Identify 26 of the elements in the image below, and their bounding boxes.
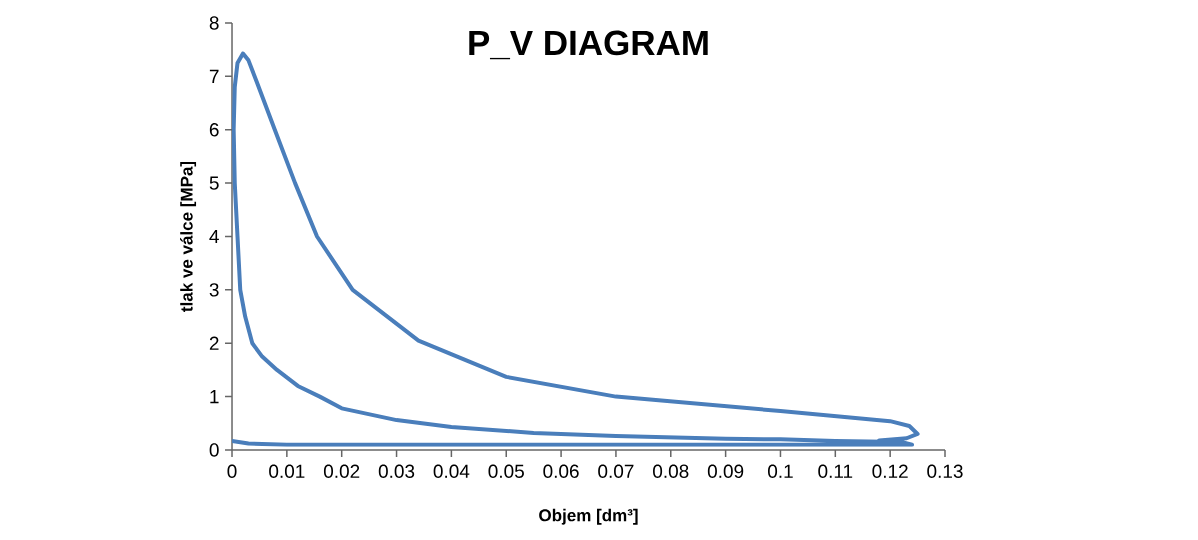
x-tick-label: 0.12 [872, 464, 908, 478]
x-tick-label: 0.01 [269, 464, 305, 478]
y-axis-title: tlak ve válce [MPa] [180, 161, 197, 312]
y-tick-label: 0 [209, 443, 219, 457]
y-tick-label: 1 [210, 390, 219, 404]
x-tick-label: 0.11 [818, 464, 853, 478]
x-tick-label: 0.02 [323, 464, 360, 478]
y-tick-label: 8 [209, 16, 219, 30]
y-tick-label: 2 [209, 336, 219, 350]
y-tick-label: 6 [209, 123, 219, 137]
x-tick-label: 0.05 [488, 464, 524, 478]
x-tick-label: 0.03 [378, 464, 415, 478]
x-tick-label: 0.08 [653, 464, 689, 478]
y-tick-label: 3 [209, 283, 219, 297]
x-tick-label: 0.04 [433, 464, 470, 478]
y-tick-label: 4 [209, 229, 219, 244]
y-tick-label: 7 [209, 69, 219, 83]
chart-title: P_V DIAGRAM [469, 30, 708, 60]
x-tick-label: 0.06 [543, 464, 579, 478]
x-tick-label: 0 [227, 464, 237, 478]
x-tick-label: 0.09 [707, 464, 744, 478]
y-tick-label: 5 [209, 176, 219, 190]
x-tick-label: 0.07 [598, 464, 634, 478]
x-tick-label: 0.1 [768, 464, 793, 478]
x-axis-title: Objem [dm³] [539, 508, 638, 525]
x-tick-label: 0.13 [927, 464, 963, 478]
